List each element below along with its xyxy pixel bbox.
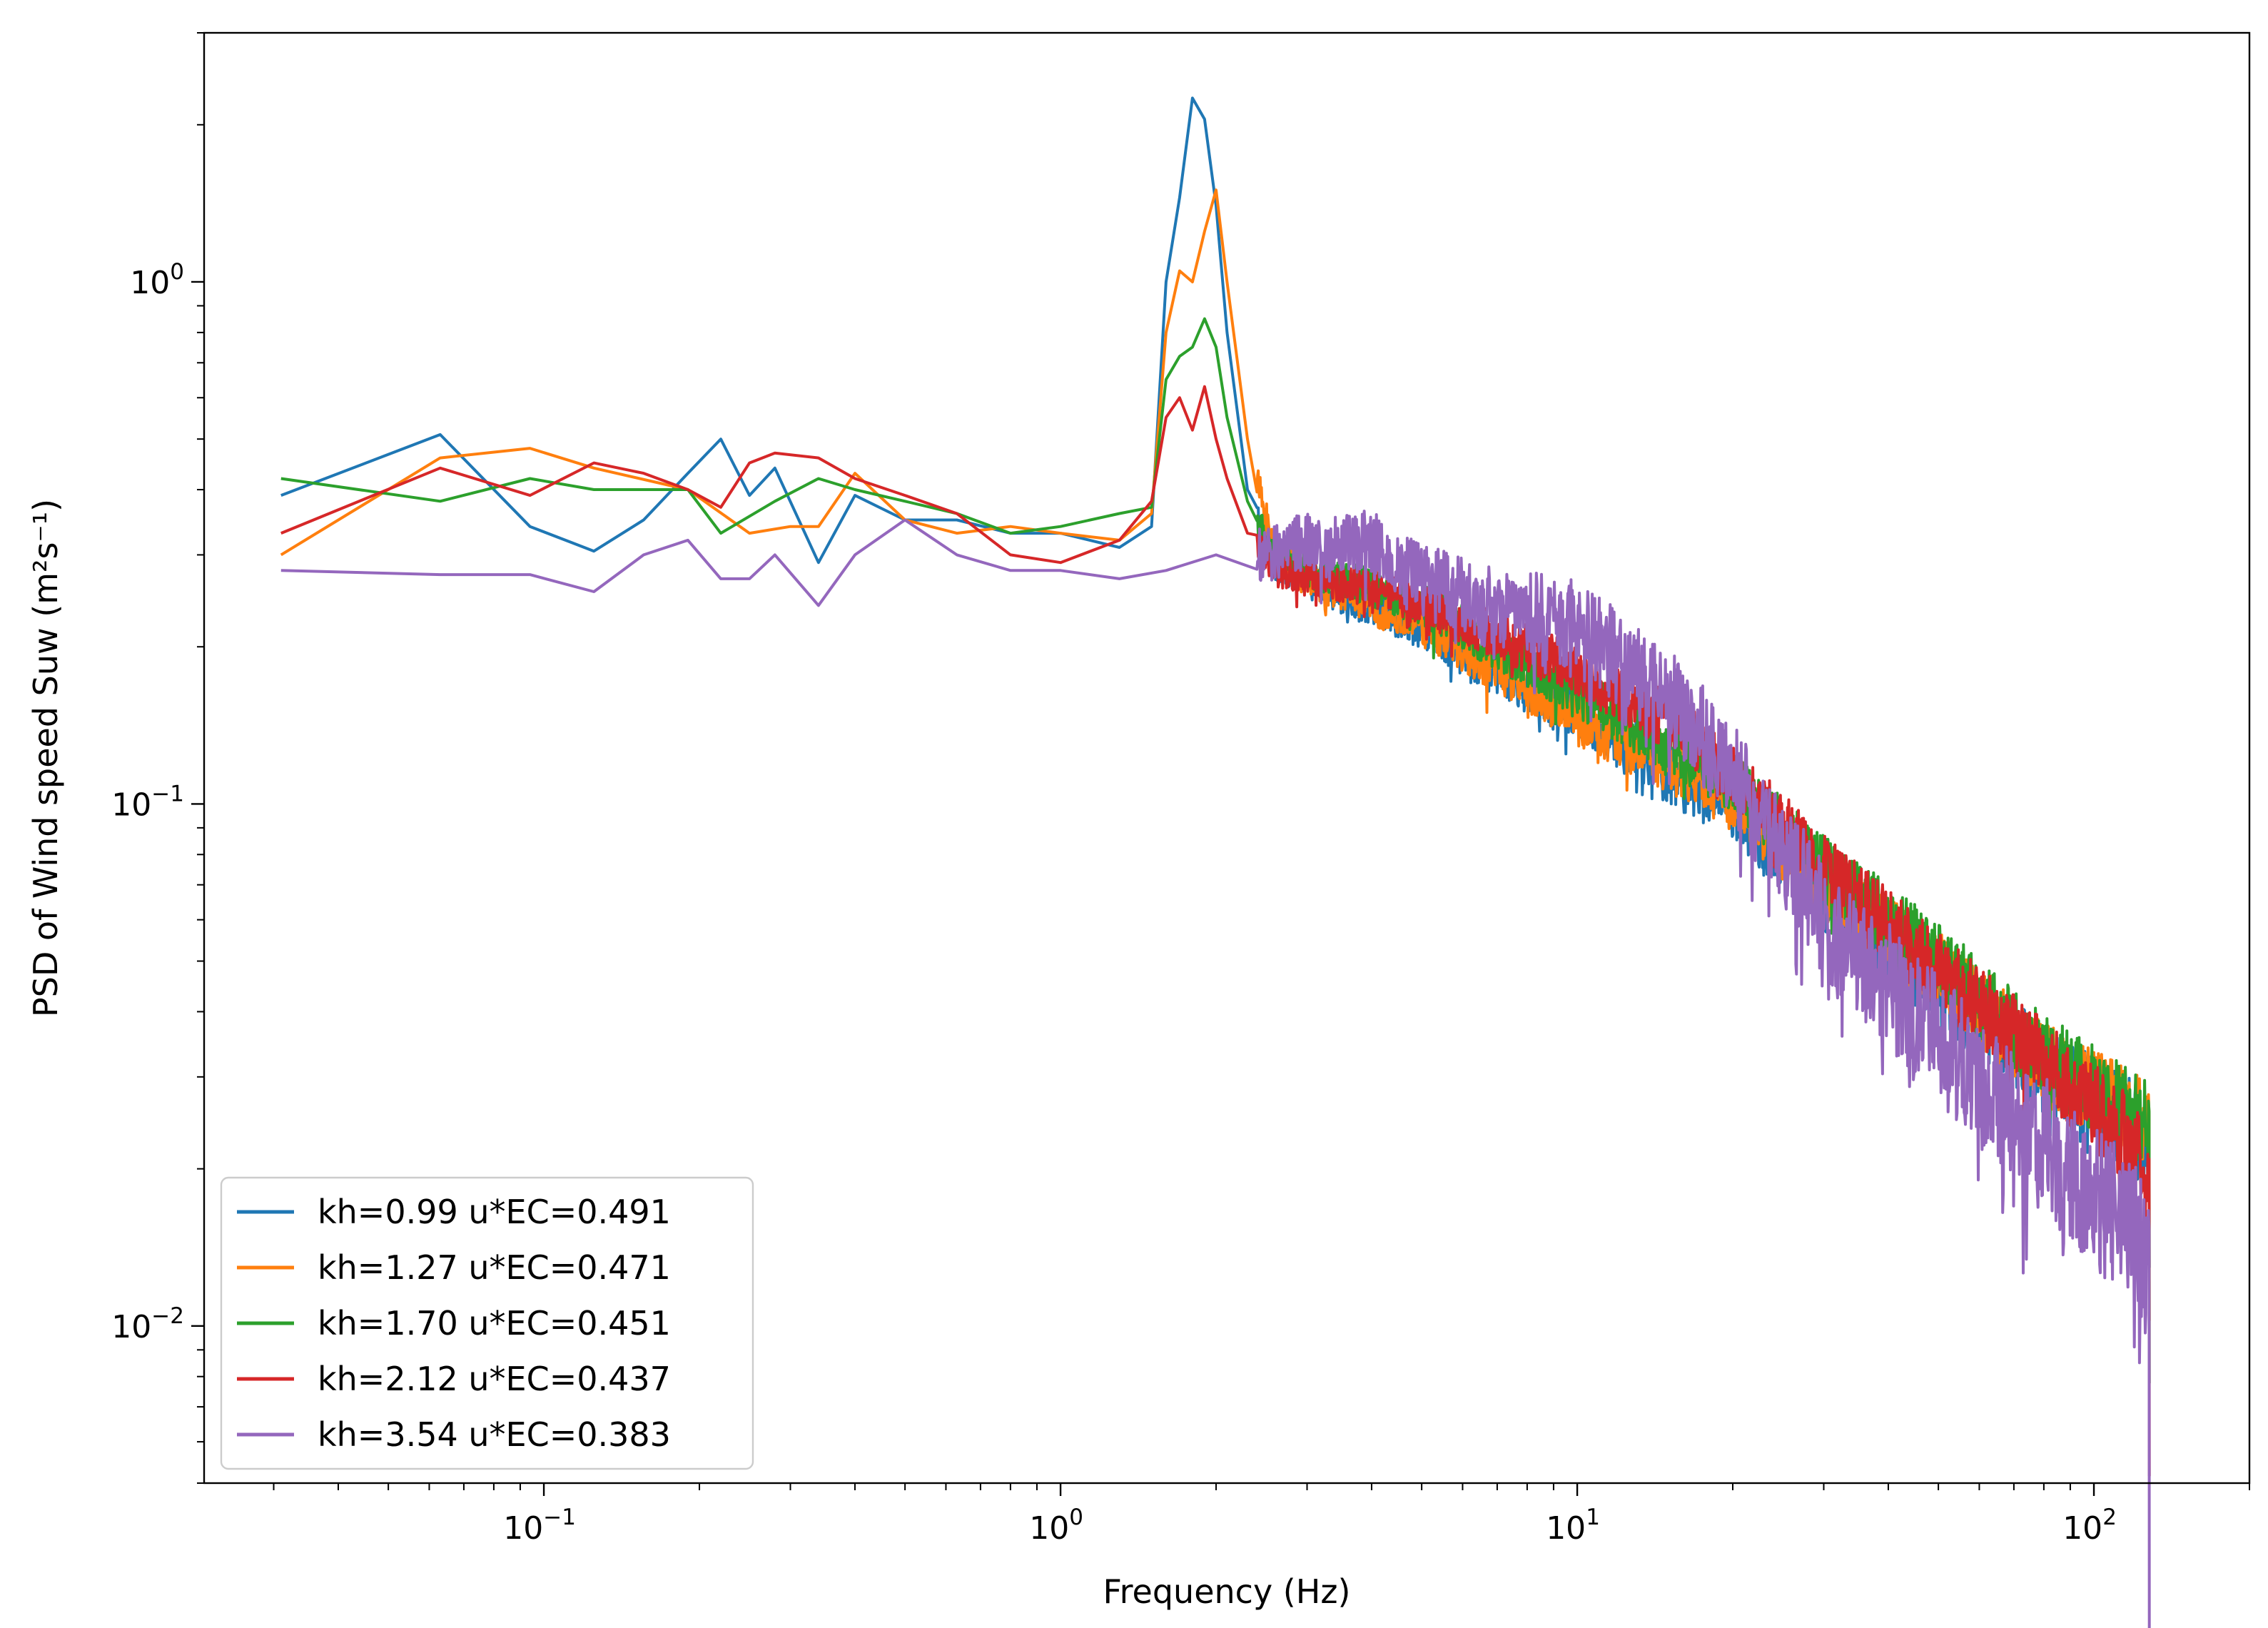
series-layer (280, 96, 2151, 1628)
legend-label-kh-1-27-u-ec-0-471: kh=1.27 u*EC=0.471 (318, 1248, 671, 1287)
legend-label-kh-2-12-u-ec-0-437: kh=2.12 u*EC=0.437 (318, 1360, 671, 1398)
x-axis-label: Frequency (Hz) (1103, 1572, 1351, 1611)
y-tick-label: 10−2 (111, 1303, 184, 1345)
legend-label-kh-3-54-u-ec-0-383: kh=3.54 u*EC=0.383 (318, 1415, 671, 1454)
legend-label-kh-1-70-u-ec-0-451: kh=1.70 u*EC=0.451 (318, 1304, 671, 1343)
x-tick-label: 102 (2062, 1505, 2117, 1547)
legend: kh=0.99 u*EC=0.491 kh=1.27 u*EC=0.471 kh=1… (220, 1176, 754, 1470)
y-tick-label: 10−1 (111, 781, 184, 823)
x-ticks: 10−1 100 101 102 (273, 1483, 2250, 1547)
series-line-kh-3-54-u-ec-0-383 (280, 510, 2151, 1628)
x-tick-label: 100 (1029, 1505, 1083, 1547)
series-line-kh-2-12-u-ec-0-437 (280, 385, 2151, 1477)
y-tick-label: 100 (130, 259, 184, 301)
x-tick-label: 10−1 (503, 1505, 576, 1547)
x-tick-label: 101 (1546, 1505, 1600, 1547)
y-ticks: 10−2 10−1 100 (111, 32, 204, 1484)
legend-label-kh-0-99-u-ec-0-491: kh=0.99 u*EC=0.491 (318, 1193, 671, 1231)
y-axis-label: PSD of Wind speed Suw (m²s⁻¹) (26, 499, 65, 1017)
axes-frame (203, 31, 2251, 1485)
legend-box (220, 1176, 754, 1470)
